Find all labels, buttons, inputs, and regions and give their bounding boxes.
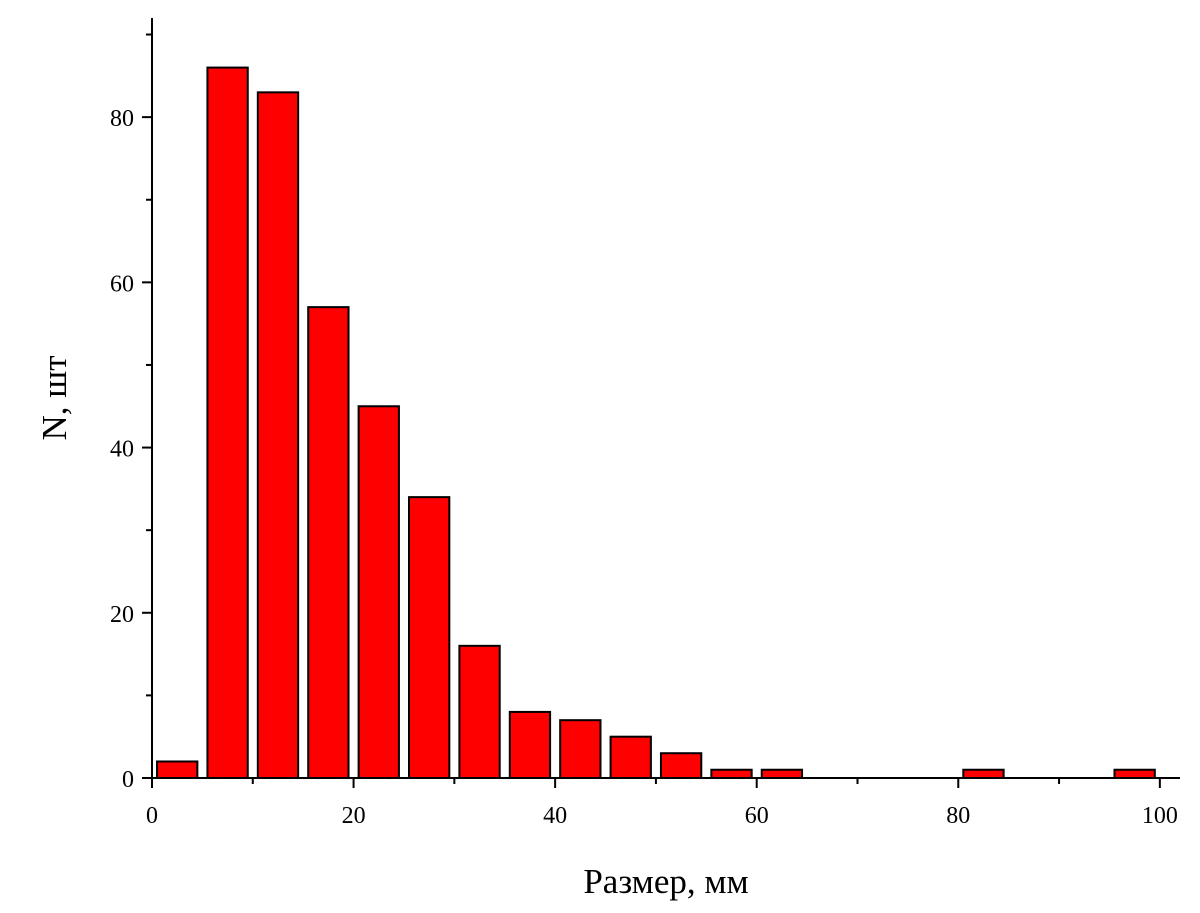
bar <box>458 644 501 780</box>
axes-group <box>151 18 1180 779</box>
bar <box>156 760 199 780</box>
bar <box>307 306 350 779</box>
bars-group <box>156 66 1156 780</box>
bar <box>559 719 602 779</box>
x-tick-label: 100 <box>1142 803 1178 829</box>
x-tick-label: 80 <box>946 803 970 829</box>
y-axis-title: N, шт <box>35 355 74 440</box>
bar <box>408 496 451 779</box>
x-tick-label: 20 <box>342 803 366 829</box>
bar <box>760 768 804 780</box>
bar <box>256 91 300 779</box>
y-tick-label: 40 <box>110 437 134 463</box>
bar <box>962 768 1005 780</box>
y-tick-label: 80 <box>110 106 134 132</box>
x-tick-label: 60 <box>745 803 769 829</box>
y-tick-label: 0 <box>122 767 134 793</box>
x-tick-label: 40 <box>543 803 567 829</box>
bar <box>710 768 753 780</box>
x-axis-title: Размер, мм <box>583 862 748 901</box>
y-tick-label: 60 <box>110 271 134 297</box>
x-tick-label: 0 <box>146 803 158 829</box>
bar <box>357 405 400 779</box>
bar <box>1113 768 1156 780</box>
y-tick-label: 20 <box>110 602 134 628</box>
bar <box>206 66 249 779</box>
y-ticks-group: 0 20 40 60 80 <box>110 33 152 793</box>
x-ticks-group: 0 20 40 60 80 100 <box>146 778 1178 829</box>
bar <box>609 735 652 780</box>
bar <box>659 752 703 780</box>
bar <box>508 710 552 779</box>
